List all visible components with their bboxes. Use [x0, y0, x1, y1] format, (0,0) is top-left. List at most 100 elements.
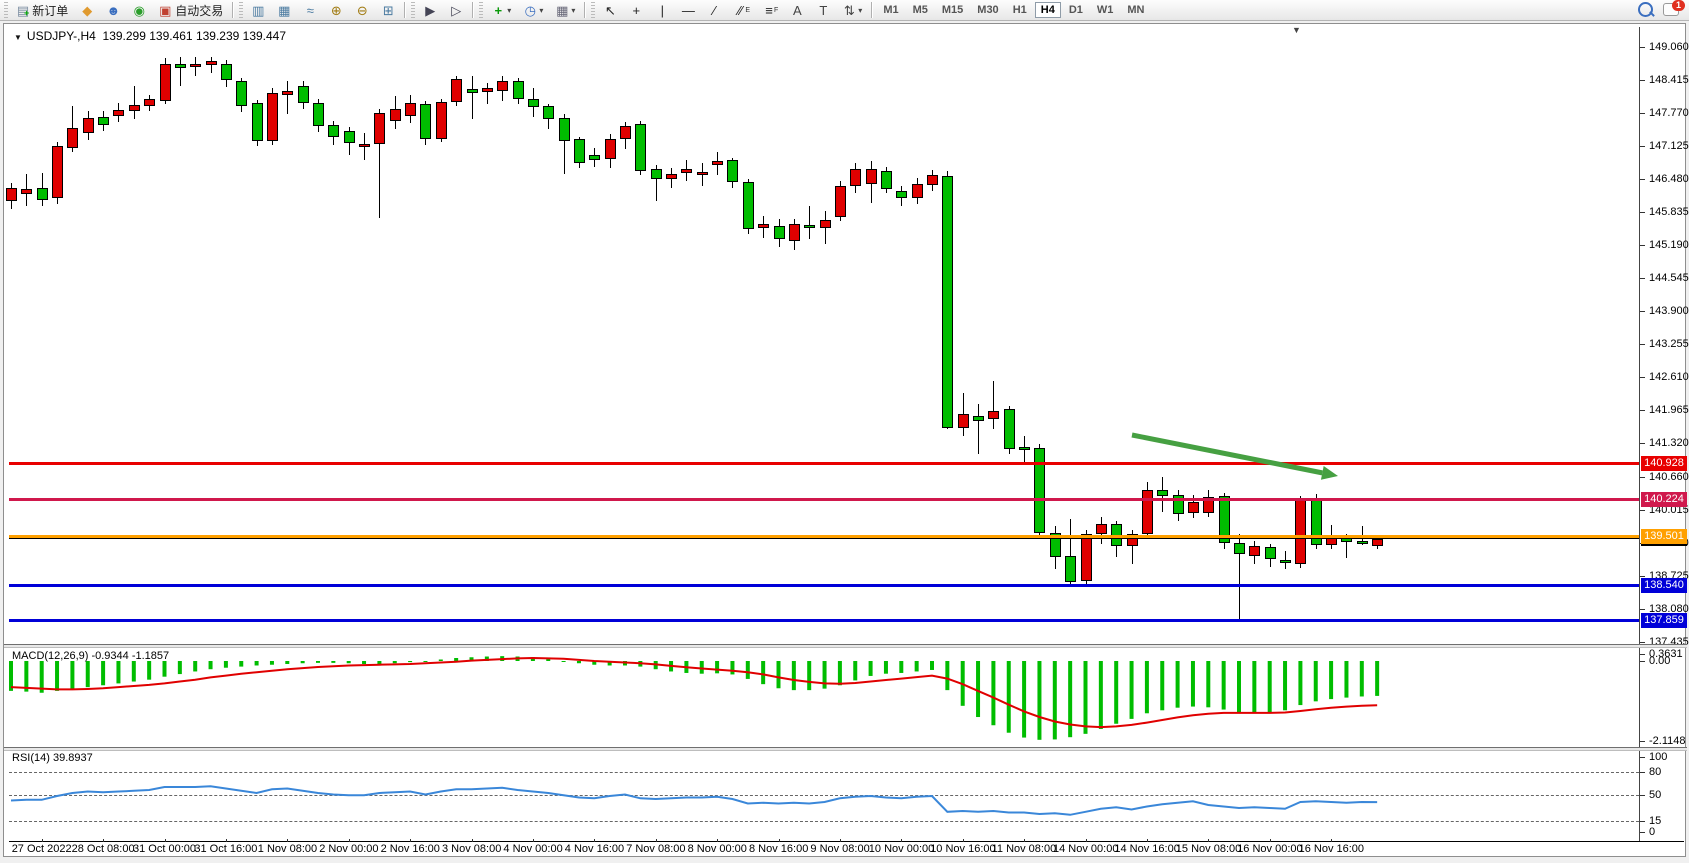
- period-button[interactable]: ◷ ▾: [518, 0, 548, 21]
- time-tick-mark: [287, 839, 289, 842]
- cursor-icon: ↖: [604, 2, 616, 18]
- text-button[interactable]: A: [785, 0, 809, 21]
- crosshair-button[interactable]: +: [624, 0, 648, 21]
- price-tick-label: 145.190: [1649, 238, 1689, 251]
- time-axis[interactable]: [9, 841, 1684, 842]
- time-axis-label: 4 Nov 16:00: [564, 843, 625, 855]
- pivot-line[interactable]: [9, 534, 1639, 538]
- toolbar-grip: [591, 2, 596, 18]
- timeframe-mn[interactable]: MN: [1127, 4, 1145, 16]
- channel-button[interactable]: ∕∕ E: [728, 0, 755, 21]
- price-chart-area[interactable]: [4, 24, 1687, 858]
- trendline-button[interactable]: ∕: [702, 0, 726, 21]
- new-chart-button[interactable]: + ▾: [486, 0, 516, 21]
- label-button[interactable]: T: [811, 0, 835, 21]
- text-a-icon: A: [792, 2, 802, 18]
- time-tick-mark: [962, 839, 964, 842]
- hline-button[interactable]: ―: [676, 0, 700, 21]
- fibonacci-button[interactable]: ≡ F: [757, 0, 783, 21]
- new-order-button-label: 新订单: [32, 3, 69, 18]
- rsi-tick-mark: [1640, 757, 1645, 758]
- brush-icon: ◆: [82, 2, 93, 18]
- arrows-button[interactable]: ⇅ ▾: [837, 0, 867, 21]
- price-tick-mark: [1640, 442, 1645, 444]
- candle-body: [1095, 523, 1107, 534]
- new-order-button[interactable]: ▤ + 新订单: [11, 0, 73, 21]
- candle-body: [527, 99, 539, 108]
- profile-button[interactable]: ☻: [101, 0, 125, 21]
- time-tick-mark: [532, 839, 534, 842]
- template-button[interactable]: ▦ ▾: [550, 0, 580, 21]
- time-axis-label: 28 Oct 08:00: [71, 843, 135, 855]
- panel-separator[interactable]: [4, 644, 1687, 648]
- line-chart-button[interactable]: ≈: [298, 0, 322, 21]
- bar-chart-button[interactable]: ▥: [246, 0, 270, 21]
- candle-body: [328, 125, 340, 137]
- styles-button[interactable]: ◆: [75, 0, 99, 21]
- price-tick-mark: [1640, 112, 1645, 114]
- zoom-in-button[interactable]: ⊕: [324, 0, 348, 21]
- chart-shift-button[interactable]: ▷: [444, 0, 468, 21]
- line-chart-icon: ≈: [306, 2, 314, 18]
- timeframe-h4[interactable]: H4: [1034, 2, 1061, 18]
- notifications-icon[interactable]: 1: [1663, 0, 1685, 16]
- price-tick-label: 143.255: [1649, 337, 1689, 350]
- candle-body: [405, 103, 417, 116]
- candle-body: [712, 161, 724, 166]
- price-tick-mark: [1640, 641, 1645, 643]
- price-tick-label: 149.060: [1649, 41, 1689, 53]
- zoom-out-button[interactable]: ⊖: [350, 0, 374, 21]
- candle-body: [1372, 538, 1384, 547]
- price-tick-label: 147.770: [1649, 106, 1689, 119]
- vline-button[interactable]: |: [650, 0, 674, 21]
- chart-shift-marker[interactable]: ▼: [1292, 25, 1301, 35]
- macd-tick-mark: [1640, 661, 1645, 662]
- zoom-in-icon: ⊕: [330, 2, 342, 18]
- one-click-trading-toggle-icon[interactable]: ▼: [14, 33, 22, 42]
- toolbar-right: 1: [1638, 0, 1685, 17]
- support-line-2[interactable]: [9, 618, 1639, 622]
- candle-body: [236, 80, 248, 107]
- timeframe-m15[interactable]: M15: [941, 4, 964, 16]
- timeframe-m1[interactable]: M1: [883, 4, 899, 16]
- candle-body: [1034, 448, 1046, 533]
- timeframe-m30[interactable]: M30: [977, 4, 999, 16]
- search-icon[interactable]: [1638, 2, 1653, 17]
- candle-wick: [179, 56, 181, 86]
- timeframe-d1[interactable]: D1: [1068, 4, 1083, 16]
- support-line-1-price-tag: 138.540: [1641, 577, 1687, 593]
- price-axis-border[interactable]: [1639, 27, 1640, 841]
- resistance-line-1[interactable]: [9, 461, 1639, 465]
- price-tick-label: 147.125: [1649, 139, 1689, 152]
- candle-body: [1295, 499, 1307, 565]
- signal-button[interactable]: ◉: [127, 0, 151, 21]
- time-tick-mark: [348, 839, 350, 842]
- panel-separator[interactable]: [4, 747, 1687, 751]
- candle-body: [359, 143, 371, 147]
- auto-scroll-button[interactable]: ▶: [418, 0, 442, 21]
- timeframe-m5[interactable]: M5: [912, 4, 928, 16]
- plus-chart-icon: +: [494, 2, 503, 18]
- auto-trading-button[interactable]: ▣ 自动交易: [153, 0, 228, 21]
- time-axis-label: 4 Nov 00:00: [503, 843, 563, 855]
- candle-body: [144, 99, 156, 106]
- auto-trading-button-label: 自动交易: [175, 3, 224, 18]
- time-tick-mark: [1269, 839, 1271, 842]
- current-price-line[interactable]: [9, 538, 1639, 540]
- price-tick-label: 138.725: [1649, 569, 1689, 582]
- tile-windows-button[interactable]: ⊞: [376, 0, 400, 21]
- timeframe-h1[interactable]: H1: [1012, 4, 1027, 16]
- doc-plus-icon: ▤: [16, 2, 30, 18]
- chart-window[interactable]: ▼ USDJPY-,H4 139.299 139.461 139.239 139.…: [3, 23, 1689, 858]
- candle-body: [911, 183, 923, 198]
- support-line-1[interactable]: [9, 583, 1639, 587]
- cursor-button[interactable]: ↖: [598, 0, 622, 21]
- time-axis-label: 8 Nov 00:00: [687, 843, 747, 855]
- resistance-line-2[interactable]: [9, 497, 1639, 501]
- candle-chart-button[interactable]: ▦: [272, 0, 296, 21]
- timeframe-w1[interactable]: W1: [1096, 4, 1114, 16]
- candle-body: [251, 102, 263, 142]
- price-tick-label: 140.015: [1649, 503, 1689, 516]
- time-tick-mark: [1146, 839, 1148, 842]
